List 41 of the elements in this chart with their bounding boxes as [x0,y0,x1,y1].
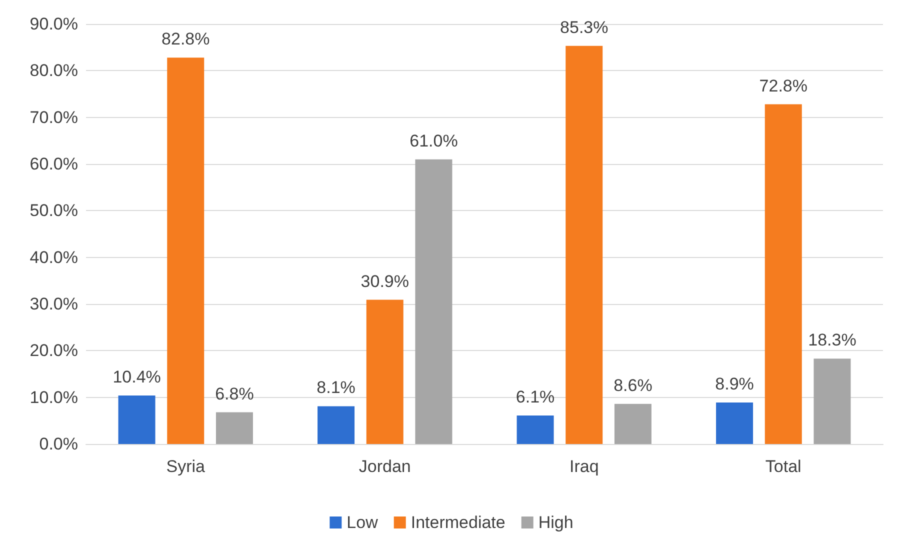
bar [366,300,404,444]
bar [516,416,554,444]
y-tick-label: 80.0% [30,61,78,80]
data-label: 18.3% [808,330,856,350]
y-tick-label: 60.0% [30,154,78,174]
y-tick-label: 20.0% [30,341,78,360]
data-label: 10.4% [112,367,161,386]
y-tick-label: 0.0% [39,434,78,454]
data-label: 8.1% [316,378,356,398]
y-tick-label: 50.0% [30,201,78,220]
y-tick-label: 30.0% [30,294,78,314]
data-label: 8.6% [614,376,652,395]
bar [216,412,253,444]
y-tick-label: 90.0% [30,14,78,34]
bar [415,159,452,444]
data-label: 61.0% [410,131,458,150]
data-label: 8.9% [715,374,754,394]
bar [764,104,802,444]
y-tick-label: 10.0% [30,388,78,407]
x-tick-label: Iraq [569,457,599,476]
data-label: 85.3% [560,18,608,37]
x-tick-label: Syria [166,457,206,476]
legend-label: Intermediate [410,513,506,532]
y-tick-label: 40.0% [30,248,78,267]
data-label: 6.1% [516,388,555,407]
bar [614,404,652,444]
data-label: 6.8% [215,384,254,404]
x-tick-label: Jordan [358,457,411,476]
bar [118,395,156,444]
bar [716,402,754,444]
data-label: 72.8% [759,76,808,96]
data-label: 30.9% [360,272,409,291]
legend-label: Low [346,513,379,532]
data-label: 82.8% [162,30,210,49]
bar [814,358,851,444]
bar [318,406,355,444]
x-tick-label: Total [765,457,802,476]
legend-label: High [538,513,574,532]
bar [167,58,204,444]
y-tick-label: 70.0% [30,108,78,127]
bar [566,46,603,444]
